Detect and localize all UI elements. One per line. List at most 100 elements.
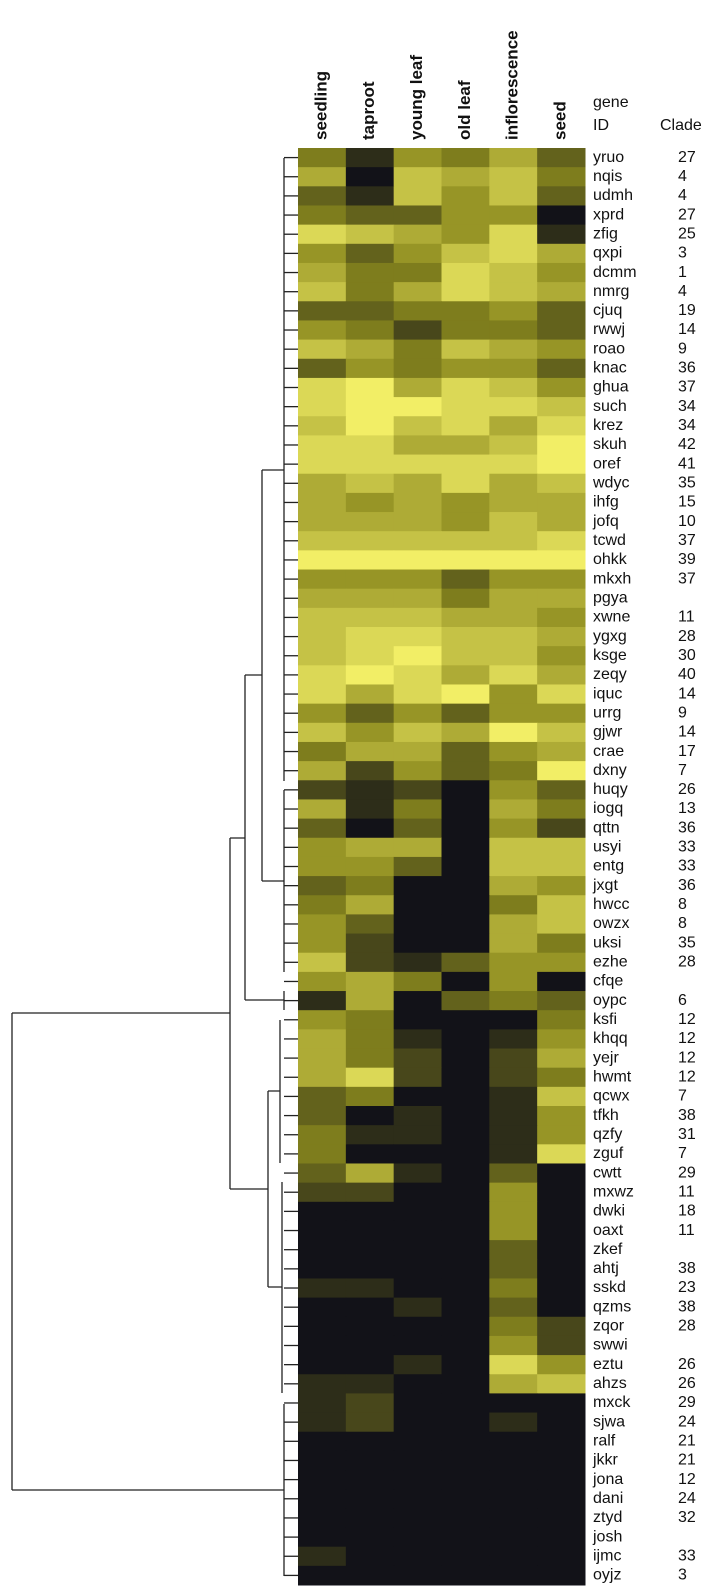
heatmap-cell (345, 1278, 395, 1299)
heatmap-cell (298, 1163, 347, 1184)
heatmap-cell (393, 1086, 442, 1107)
clade: 7 (678, 1088, 687, 1105)
heatmap-cell (345, 837, 395, 858)
heatmap-cell (345, 1565, 395, 1586)
clade: 34 (678, 398, 696, 415)
heatmap-cell (298, 397, 347, 417)
gene-id: eztu (593, 1356, 623, 1373)
heatmap-cell (393, 320, 442, 341)
heatmap-cell (345, 1201, 395, 1222)
heatmap-cell (441, 1182, 490, 1203)
heatmap-cell (537, 1355, 586, 1375)
heatmap-cell (537, 301, 586, 321)
heatmap-cell (489, 914, 538, 935)
heatmap-cell (537, 1029, 586, 1050)
heatmap-cell (298, 856, 347, 877)
heatmap-cell (393, 761, 442, 781)
heatmap-cell (441, 512, 490, 532)
heatmap-cell (441, 856, 490, 877)
heatmap-cell (441, 1431, 490, 1452)
heatmap-cell (537, 1086, 586, 1107)
heatmap-cell (441, 1259, 490, 1279)
clade: 34 (678, 417, 696, 434)
heatmap-cell (441, 224, 490, 245)
heatmap-cell (537, 224, 586, 245)
clade: 1 (678, 264, 687, 281)
clade: 9 (678, 704, 687, 721)
heatmap-cell (537, 588, 586, 609)
heatmap-cell (489, 588, 538, 609)
gene-id: zkef (593, 1241, 623, 1258)
heatmap-cell (441, 1393, 490, 1414)
gene-id: skuh (593, 436, 627, 453)
heatmap-cell (441, 377, 490, 398)
heatmap-cell (441, 1335, 490, 1356)
gene-id: nqis (593, 168, 622, 185)
heatmap-cell (345, 1048, 395, 1069)
gene-id: cwtt (593, 1164, 622, 1181)
heatmap-cell (298, 1125, 347, 1145)
clade: 29 (678, 1394, 696, 1411)
heatmap-cell (537, 435, 586, 456)
clade: 7 (678, 762, 687, 779)
heatmap-cell (298, 703, 347, 724)
heatmap-cell (489, 627, 538, 647)
heatmap-cell (489, 1182, 538, 1203)
heatmap-cell (441, 1010, 490, 1030)
clade: 37 (678, 532, 696, 549)
heatmap-cell (393, 1450, 442, 1471)
heatmap-cell (393, 933, 442, 954)
heatmap-cell (441, 1297, 490, 1318)
heatmap-cell (441, 627, 490, 647)
heatmap-cell (537, 512, 586, 532)
heatmap-cell (441, 473, 490, 494)
heatmap-cell (345, 971, 395, 992)
heatmap-cell (489, 262, 538, 283)
heatmap-cell (441, 1470, 490, 1490)
heatmap-cell (298, 741, 347, 762)
gene-id: hwcc (593, 896, 629, 913)
heatmap-cell (441, 895, 490, 915)
heatmap-cell (489, 435, 538, 456)
heatmap-cell (345, 339, 395, 360)
heatmap-cell (537, 895, 586, 915)
heatmap-cell (393, 1048, 442, 1069)
heatmap-cell (393, 531, 442, 551)
heatmap-cell (537, 1220, 586, 1241)
heatmap-cell (393, 454, 442, 475)
heatmap-cell (345, 454, 395, 475)
heatmap-cell (537, 473, 586, 494)
gene-id: krez (593, 417, 623, 434)
heatmap-cell (393, 780, 442, 800)
heatmap-cell (537, 1374, 586, 1394)
clade: 14 (678, 685, 696, 702)
clade: 36 (678, 819, 696, 836)
heatmap-cell (393, 1355, 442, 1375)
heatmap-cell (441, 741, 490, 762)
heatmap-cell (393, 684, 442, 705)
heatmap-cell (441, 914, 490, 935)
heatmap-cell (298, 205, 347, 226)
heatmap-cell (345, 224, 395, 245)
clade: 30 (678, 647, 696, 664)
heatmap-cell (298, 243, 347, 264)
heatmap-cell (298, 262, 347, 283)
heatmap-cell (537, 1316, 586, 1337)
heatmap-cell (441, 569, 490, 590)
heatmap-cell (537, 1470, 586, 1490)
gene-id: knac (593, 360, 627, 377)
clade: 25 (678, 225, 696, 242)
heatmap-cell (298, 1355, 347, 1375)
heatmap-cell (393, 569, 442, 590)
heatmap-cell (489, 1144, 538, 1164)
clade: 4 (678, 187, 687, 204)
heatmap-cell (393, 377, 442, 398)
heatmap-cell (298, 377, 347, 398)
heatmap-cell (537, 243, 586, 264)
clade: 11 (678, 1183, 695, 1200)
heatmap-cell (489, 1278, 538, 1299)
heatmap-cell (393, 627, 442, 647)
heatmap-cell (537, 703, 586, 724)
heatmap-cell (537, 167, 586, 187)
clade: 12 (678, 1471, 696, 1488)
